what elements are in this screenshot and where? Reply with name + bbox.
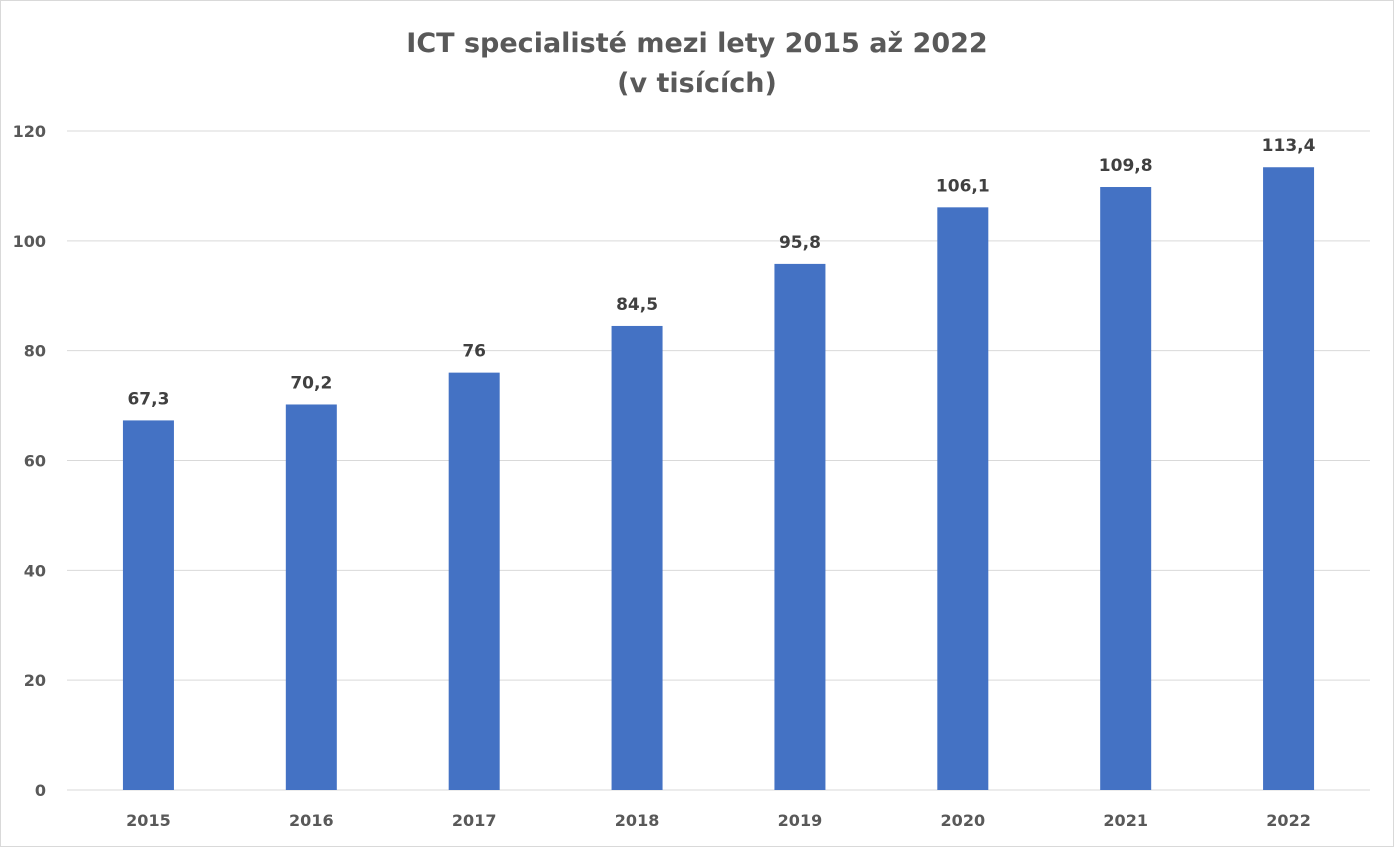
bar <box>1263 167 1315 790</box>
y-tick-label: 0 <box>35 781 46 800</box>
bar <box>611 325 663 790</box>
y-tick-label: 100 <box>13 232 46 251</box>
data-labels: 67,3 70,2 76 84,5 95,8 106,1 109,8 113,4 <box>127 136 1315 409</box>
data-label: 113,4 <box>1262 136 1316 156</box>
chart-subtitle: (v tisících) <box>617 68 777 99</box>
y-tick-label: 120 <box>13 122 46 141</box>
data-label: 67,3 <box>127 389 169 409</box>
bar <box>937 207 989 790</box>
data-label: 109,8 <box>1099 156 1153 176</box>
x-axis-ticks: 2015 2016 2017 2018 2019 2020 2021 2022 <box>126 811 1311 830</box>
y-tick-label: 40 <box>24 561 46 580</box>
x-tick-label: 2022 <box>1266 811 1311 830</box>
x-tick-label: 2021 <box>1103 811 1148 830</box>
y-tick-label: 60 <box>24 452 46 471</box>
data-label: 84,5 <box>616 295 658 315</box>
bar <box>448 372 500 790</box>
x-tick-label: 2018 <box>615 811 660 830</box>
y-tick-label: 20 <box>24 671 46 690</box>
data-label: 70,2 <box>290 373 332 393</box>
x-tick-label: 2016 <box>289 811 334 830</box>
data-label: 76 <box>462 342 486 362</box>
x-tick-label: 2020 <box>941 811 986 830</box>
x-tick-label: 2015 <box>126 811 171 830</box>
data-label: 95,8 <box>779 233 821 253</box>
bar <box>122 420 174 790</box>
bar <box>1100 187 1152 790</box>
bar <box>774 263 826 791</box>
data-label: 106,1 <box>936 176 990 196</box>
chart-title: ICT specialisté mezi lety 2015 až 2022 <box>406 28 988 59</box>
bar <box>285 404 337 790</box>
x-tick-label: 2017 <box>452 811 497 830</box>
bars <box>122 167 1315 791</box>
y-tick-label: 80 <box>24 342 46 361</box>
x-tick-label: 2019 <box>778 811 823 830</box>
chart-title-block: ICT specialisté mezi lety 2015 až 2022 (… <box>0 24 1394 104</box>
y-axis-ticks: 0 20 40 60 80 100 120 <box>13 122 46 800</box>
gridlines <box>67 130 1370 791</box>
